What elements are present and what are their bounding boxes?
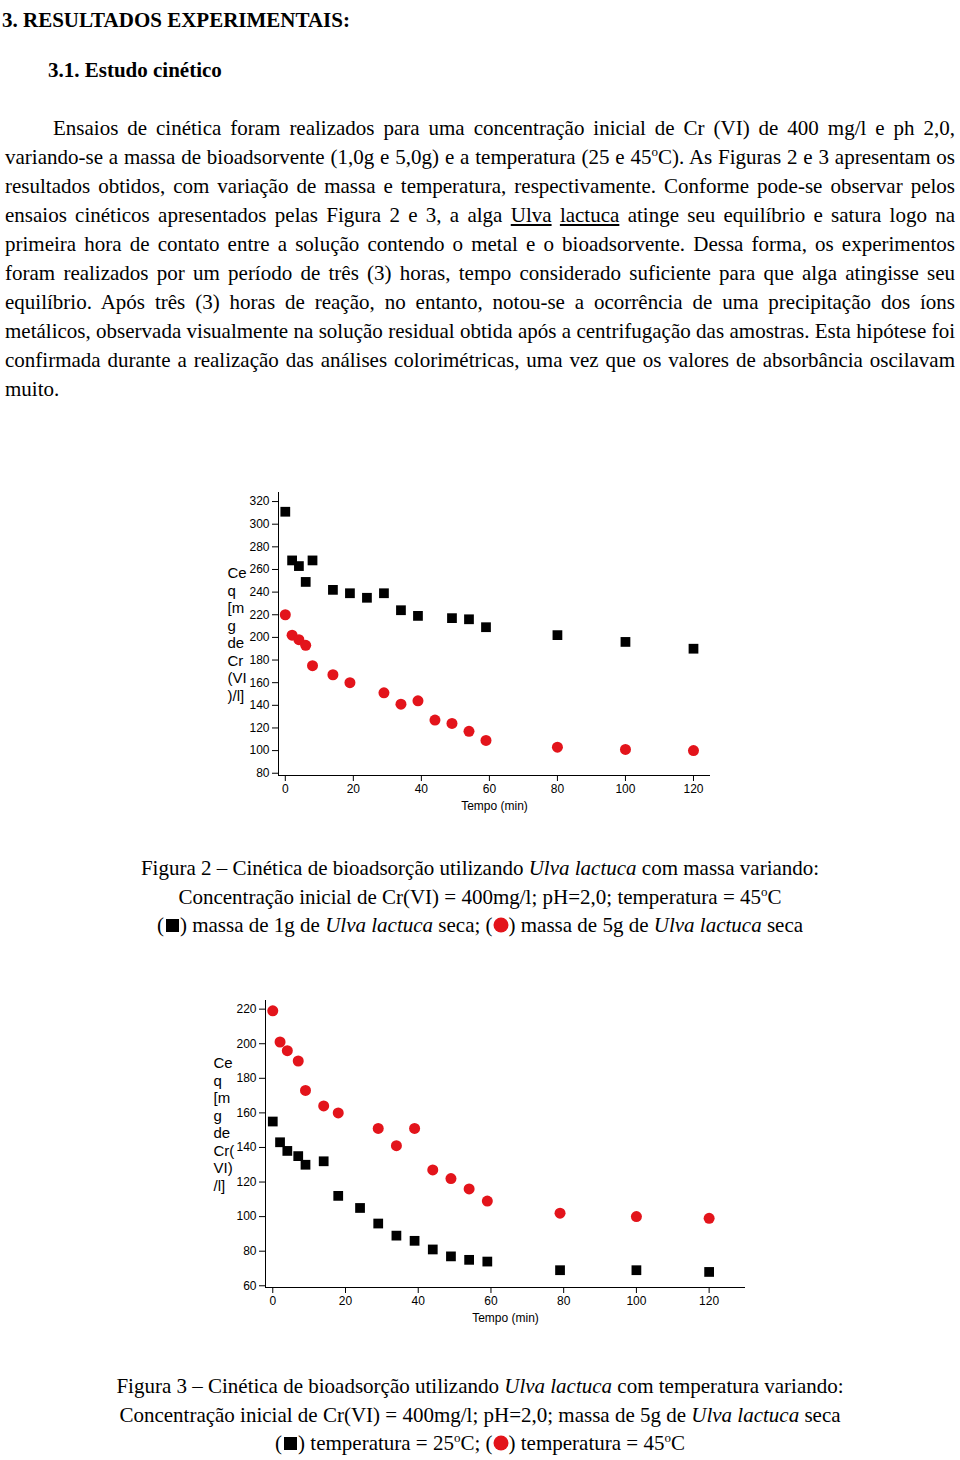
svg-text:120: 120 (699, 1294, 719, 1308)
svg-text:260: 260 (249, 562, 269, 576)
svg-text:100: 100 (236, 1209, 256, 1223)
svg-text:20: 20 (339, 1294, 353, 1308)
svg-text:140: 140 (236, 1140, 256, 1154)
svg-text:180: 180 (236, 1071, 256, 1085)
svg-text:160: 160 (236, 1106, 256, 1120)
svg-text:160: 160 (249, 676, 269, 690)
svg-text:100: 100 (615, 782, 635, 796)
svg-text:240: 240 (249, 585, 269, 599)
svg-text:140: 140 (249, 698, 269, 712)
svg-text:Tempo (min): Tempo (min) (472, 1311, 539, 1325)
svg-text:80: 80 (551, 782, 565, 796)
svg-text:280: 280 (249, 540, 269, 554)
svg-text:60: 60 (483, 782, 497, 796)
html-text:) massa de 1g de Ulva lactuca: ) massa de 1g de Ulva lactuca seca; ( (180, 913, 493, 937)
svg-text:200: 200 (249, 630, 269, 644)
svg-text:40: 40 (415, 782, 429, 796)
html-text:Figura 2 – Cinética de bioadso: Figura 2 – Cinética de bioadsorção utili… (140, 856, 820, 880)
html-text:3. RESULTADOS EXPERIMENTAIS:: 3. RESULTADOS EXPERIMENTAIS: (2, 8, 350, 32)
svg-text:Ceq[mgdeCr(VI)/l]: Ceq[mgdeCr(VI)/l] (214, 1054, 235, 1194)
svg-text:300: 300 (249, 517, 269, 531)
svg-text:Ceq[mgdeCr(VI)/l]: Ceq[mgdeCr(VI)/l] (228, 564, 247, 704)
svg-text:100: 100 (626, 1294, 646, 1308)
html-text:Ensaios de cinética foram real: Ensaios de cinética foram realizados par… (5, 116, 955, 401)
svg-text:200: 200 (236, 1037, 256, 1051)
svg-text:220: 220 (249, 608, 269, 622)
svg-text:220: 220 (236, 1002, 256, 1016)
html-text:Concentração inicial de Cr(VI): Concentração inicial de Cr(VI) = 400mg/l… (119, 1402, 841, 1427)
svg-text:0: 0 (269, 1294, 276, 1308)
svg-text:0: 0 (282, 782, 289, 796)
html-text:) temperatura = 45oC: ) temperatura = 45oC (508, 1430, 685, 1455)
svg-text:120: 120 (236, 1175, 256, 1189)
svg-text:120: 120 (683, 782, 703, 796)
html-text:Figura 3 – Cinética de bioadso: Figura 3 – Cinética de bioadsorção utili… (116, 1374, 844, 1398)
svg-text:40: 40 (412, 1294, 426, 1308)
html-text:) temperatura = 25oC; (: ) temperatura = 25oC; ( (298, 1430, 493, 1455)
html-text:) massa de 5g de Ulva lactuca: ) massa de 5g de Ulva lactuca seca (508, 913, 803, 937)
svg-text:320: 320 (249, 494, 269, 508)
svg-text:60: 60 (484, 1294, 498, 1308)
html-text:3.1. Estudo cinético: 3.1. Estudo cinético (48, 58, 222, 82)
svg-text:60: 60 (243, 1279, 257, 1293)
svg-text:120: 120 (249, 721, 269, 735)
svg-text:Tempo (min): Tempo (min) (461, 799, 528, 813)
svg-text:80: 80 (256, 766, 270, 780)
svg-text:80: 80 (557, 1294, 571, 1308)
html-text:Concentração inicial de Cr(VI): Concentração inicial de Cr(VI) = 400mg/l… (178, 883, 782, 909)
svg-text:100: 100 (249, 743, 269, 757)
svg-text:180: 180 (249, 653, 269, 667)
svg-text:20: 20 (347, 782, 361, 796)
svg-text:80: 80 (243, 1244, 257, 1258)
